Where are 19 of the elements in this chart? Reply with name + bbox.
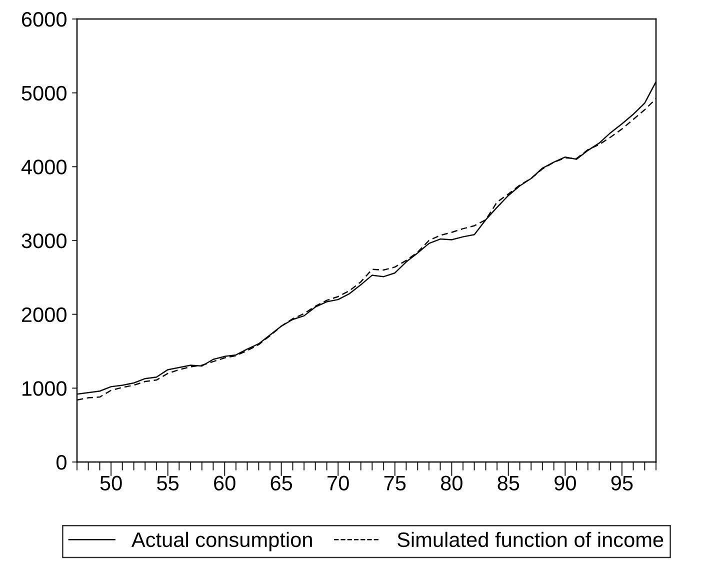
y-tick-label: 0: [56, 455, 66, 470]
x-tick-label: 85: [498, 476, 520, 490]
x-tick-label: 90: [554, 476, 576, 490]
y-tick-label: 5000: [22, 86, 66, 101]
legend-label: Actual consumption: [131, 532, 312, 552]
y-tick-label: 6000: [22, 12, 66, 27]
y-tick-label: 2000: [22, 307, 66, 322]
y-tick-label: 3000: [22, 234, 66, 248]
x-tick-label: 65: [270, 476, 292, 490]
y-tick-label: 4000: [21, 160, 66, 174]
x-tick-label: 95: [611, 476, 633, 490]
x-tick-label: 60: [214, 476, 236, 490]
x-tick-label: 80: [440, 476, 462, 490]
y-tick-label: 1000: [22, 381, 66, 396]
legend-label: Simulated function of income: [398, 532, 664, 548]
x-tick-label: 75: [384, 476, 406, 490]
x-tick-label: 50: [100, 476, 122, 490]
x-tick-label: 55: [157, 476, 179, 490]
x-tick-label: 70: [328, 476, 349, 490]
